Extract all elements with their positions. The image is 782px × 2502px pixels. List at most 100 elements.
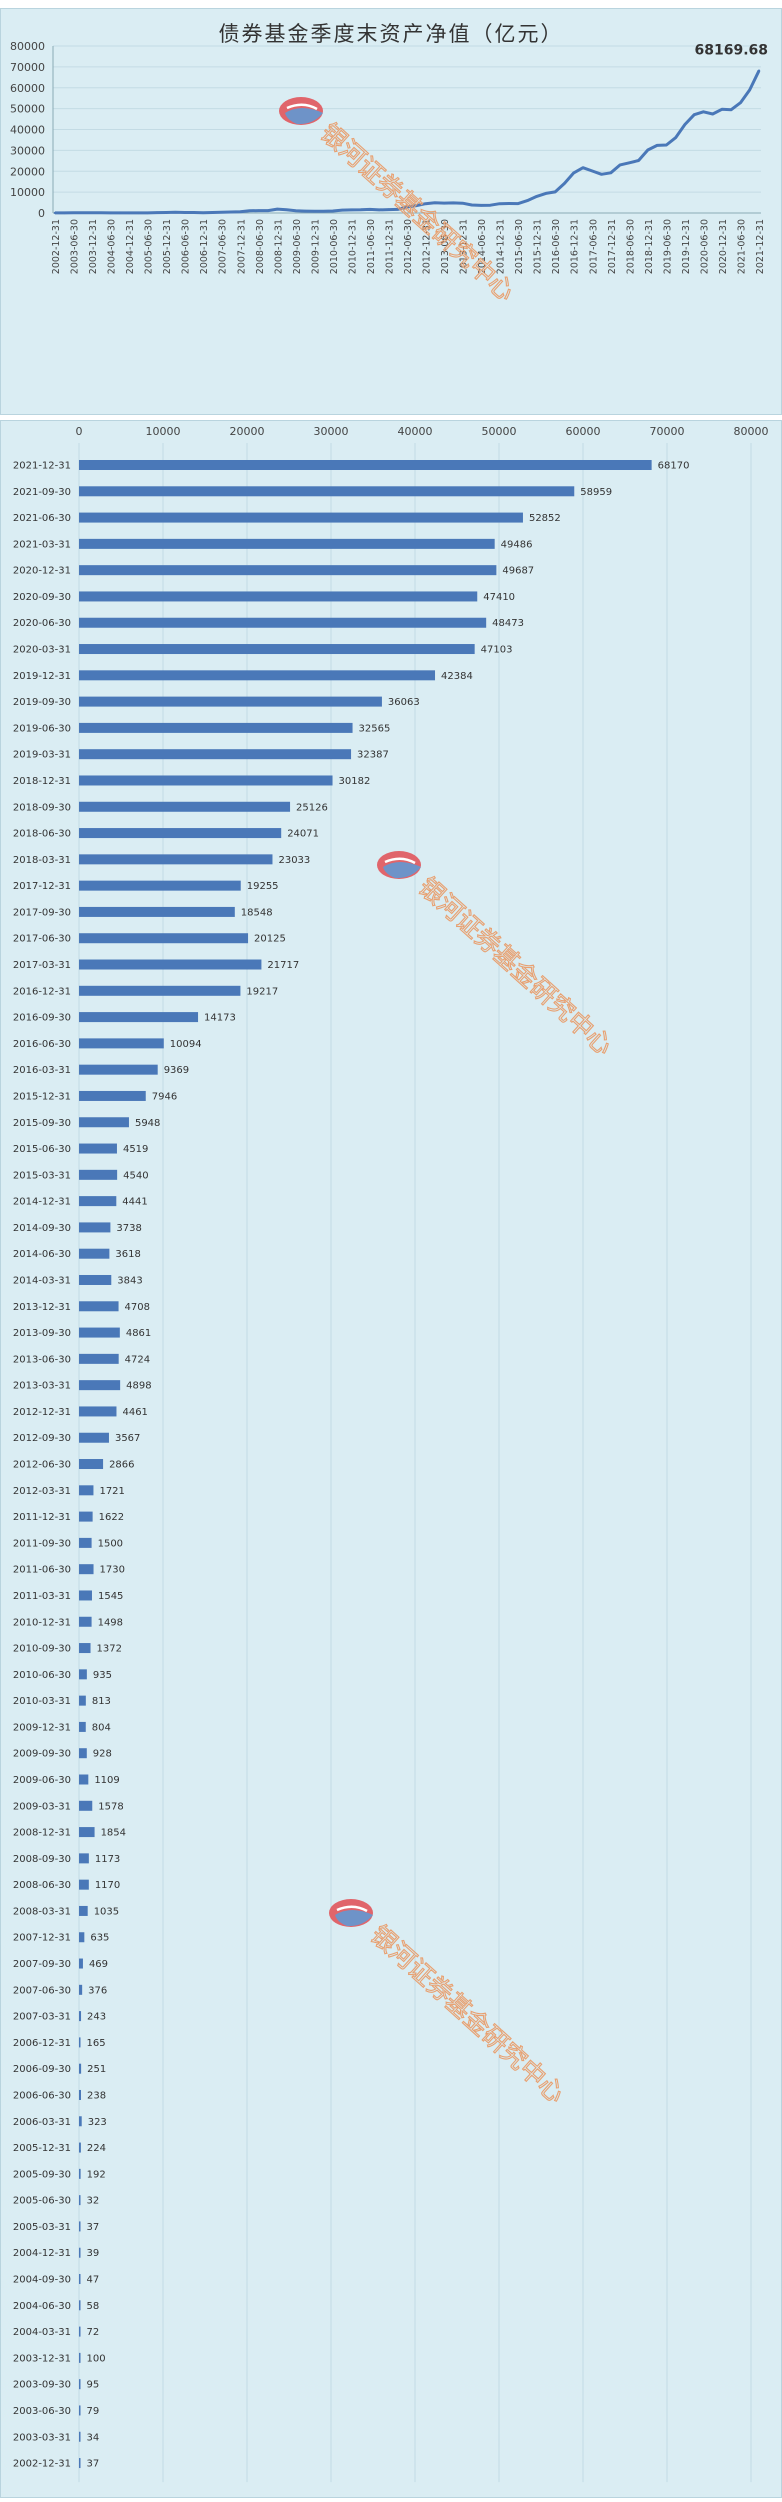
bar xyxy=(79,1958,83,1969)
bar-value-label: 23033 xyxy=(278,855,310,866)
data-point xyxy=(183,211,186,214)
bar-value-label: 36063 xyxy=(388,697,420,708)
x-tick-label: 2015-12-31 xyxy=(533,219,544,274)
data-point xyxy=(489,203,492,207)
x-tick-label: 2017-06-30 xyxy=(588,219,599,274)
y-tick-label: 80000 xyxy=(10,40,45,53)
x-tick-label: 2007-12-31 xyxy=(236,219,247,274)
bar-value-label: 32565 xyxy=(359,723,391,734)
bar xyxy=(79,1169,118,1180)
x-tick-label: 2010-12-31 xyxy=(347,219,358,274)
bar-value-label: 4898 xyxy=(126,1381,151,1392)
bar xyxy=(79,1406,117,1417)
bar-value-label: 9369 xyxy=(164,1065,189,1076)
y-tick-label: 60000 xyxy=(10,82,45,95)
y-tick-label: 20000 xyxy=(10,165,45,178)
data-point xyxy=(220,211,223,214)
category-label: 2013-03-31 xyxy=(13,1381,71,1392)
bar xyxy=(79,2247,81,2258)
category-label: 2016-06-30 xyxy=(13,1039,71,1050)
bar-value-label: 469 xyxy=(89,1959,108,1970)
category-label: 2017-12-31 xyxy=(13,881,71,892)
x-tick-label: 2013-12-31 xyxy=(459,219,470,274)
data-point xyxy=(285,208,288,211)
category-label: 2013-06-30 xyxy=(13,1354,71,1365)
bar-value-label: 48473 xyxy=(492,618,524,629)
bar xyxy=(79,538,495,549)
bar-value-label: 37 xyxy=(87,2459,100,2470)
category-label: 2005-06-30 xyxy=(13,2196,71,2207)
data-point xyxy=(711,112,714,116)
category-label: 2018-12-31 xyxy=(13,776,71,787)
data-point xyxy=(100,211,103,215)
category-label: 2008-06-30 xyxy=(13,1880,71,1891)
bar xyxy=(79,1196,117,1207)
data-point xyxy=(202,211,205,214)
data-point xyxy=(655,144,659,147)
data-point xyxy=(470,203,474,207)
bar-chart-panel: 0 10000 20000 30000 40000 50000 60000 70000 8000… xyxy=(0,420,782,2498)
bar-value-label: 18548 xyxy=(241,907,273,918)
category-label: 2005-12-31 xyxy=(13,2143,71,2154)
category-label: 2008-03-31 xyxy=(13,1906,71,1917)
bar xyxy=(79,1564,94,1575)
category-label: 2004-06-30 xyxy=(13,2301,71,2312)
x-tick-label: 2010-06-30 xyxy=(329,219,340,274)
x-tick-label: 2019-12-31 xyxy=(681,219,692,274)
bar-value-label: 243 xyxy=(87,2012,106,2023)
x-tick-label: 2016-06-30 xyxy=(551,219,562,274)
data-point xyxy=(266,209,270,212)
bar xyxy=(79,2063,82,2074)
category-label: 2015-06-30 xyxy=(13,1144,71,1155)
line-chart-panel: 债券基金季度末资产净值（亿元） 0 10000 20000 30000 40000 500… xyxy=(0,8,782,415)
y-tick-label: 40000 xyxy=(10,124,45,137)
category-label: 2011-03-31 xyxy=(13,1591,71,1602)
line-series: 68169.68 xyxy=(53,43,768,215)
data-point xyxy=(340,208,344,212)
category-label: 2012-03-31 xyxy=(13,1486,71,1497)
bar-value-label: 1721 xyxy=(99,1486,124,1497)
category-label: 2006-12-31 xyxy=(13,2038,71,2049)
watermark: 银河证券基金研究中心 xyxy=(279,97,521,307)
data-point xyxy=(90,211,94,214)
chart-title: 债券基金季度末资产净值（亿元） xyxy=(219,22,564,46)
bar-value-label: 1372 xyxy=(97,1644,122,1655)
bar xyxy=(79,1064,158,1075)
bar xyxy=(79,1248,110,1259)
data-point xyxy=(53,211,57,215)
bar-value-label: 4441 xyxy=(122,1197,147,1208)
bar-value-label: 37 xyxy=(87,2222,100,2233)
y-tick-label: 30000 xyxy=(10,144,45,157)
data-point xyxy=(433,201,436,204)
bar-value-label: 1173 xyxy=(95,1854,120,1865)
bar-value-label: 1545 xyxy=(98,1591,123,1602)
x-tick-label: 2012-12-31 xyxy=(422,219,433,274)
category-label: 2020-03-31 xyxy=(13,645,71,656)
data-point xyxy=(396,208,399,211)
data-point xyxy=(164,211,168,214)
x-tick-label: 2011-12-31 xyxy=(384,219,395,274)
data-point xyxy=(591,169,594,173)
line-x-axis: 2002-12-31 2003-06-30 2003-12-31 2004-06-30… xyxy=(51,219,766,274)
data-point xyxy=(637,159,640,162)
watermark-text: 银河证券基金研究中心 xyxy=(413,872,618,1061)
x-tick-label: 2008-06-30 xyxy=(255,219,266,274)
bar-value-label: 68170 xyxy=(658,461,690,472)
bar-value-label: 4861 xyxy=(126,1328,151,1339)
category-label: 2016-03-31 xyxy=(13,1065,71,1076)
category-label: 2014-06-30 xyxy=(13,1249,71,1260)
bar-value-label: 4708 xyxy=(125,1302,150,1313)
x-tick-label: 2012-06-30 xyxy=(403,219,414,274)
data-point xyxy=(294,209,298,212)
bar-value-label: 2866 xyxy=(109,1460,134,1471)
bar xyxy=(79,2379,81,2390)
bar-value-label: 30182 xyxy=(339,776,371,787)
category-label: 2009-09-30 xyxy=(13,1749,71,1760)
y-tick-label: 10000 xyxy=(10,186,45,199)
bar-value-label: 4461 xyxy=(122,1407,147,1418)
bar-value-label: 21717 xyxy=(267,960,299,971)
x-tick-label: 0 xyxy=(76,425,83,438)
category-label: 2005-09-30 xyxy=(13,2169,71,2180)
category-label: 2007-12-31 xyxy=(13,1933,71,1944)
data-point xyxy=(618,163,622,167)
